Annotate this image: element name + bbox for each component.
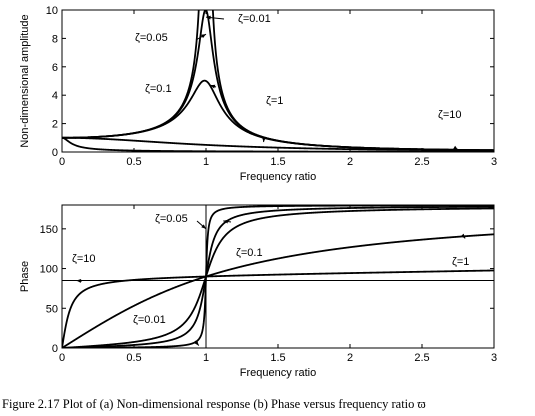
arrow-head	[76, 278, 82, 283]
y-tick-label: 50	[46, 303, 58, 315]
series-line-ζ=0.05	[62, 10, 494, 152]
arrow-head	[201, 34, 206, 39]
annotation-label: ζ=0.1	[236, 247, 263, 259]
series-line-ζ=10	[62, 136, 494, 152]
x-tick-label: 1.5	[270, 352, 285, 364]
x-tick-label: 3	[491, 156, 497, 168]
series-line-ζ=10	[62, 269, 494, 348]
phase-plot: 0 0.5 1 1.5 2 2.5 3 0 50 100 150 Frequency ratio Pha…	[19, 204, 497, 379]
x-tick-label: 1.5	[270, 156, 285, 168]
x-tick-label: 2	[347, 352, 353, 364]
x-tick-label: 3	[491, 352, 497, 364]
arrow-head	[206, 15, 211, 20]
series-line-ζ=1	[62, 233, 494, 348]
annotation-label: ζ=10	[438, 109, 462, 121]
annotation-label: ζ=0.05	[155, 213, 188, 225]
y-tick-label: 150	[40, 224, 58, 236]
y-axis-label: Non-dimensional amplitude	[19, 14, 31, 147]
arrow-head	[262, 137, 266, 143]
annotation-label: ζ=0.01	[238, 13, 271, 25]
x-axis-label: Frequency ratio	[240, 367, 316, 379]
x-tick-label: 0	[59, 156, 65, 168]
y-tick-label: 100	[40, 264, 58, 276]
x-tick-label: 1	[203, 352, 209, 364]
y-tick-label: 2	[52, 119, 58, 131]
x-tick-label: 0.5	[126, 352, 141, 364]
arrow-head	[210, 84, 216, 89]
annotation-label: ζ=0.05	[135, 32, 168, 44]
plot-frame	[61, 9, 495, 153]
x-tick-label: 1	[203, 156, 209, 168]
series-line-ζ=1	[62, 136, 494, 152]
x-tick-label: 2	[347, 156, 353, 168]
y-tick-label: 0	[52, 343, 58, 355]
y-tick-label: 8	[52, 33, 58, 45]
annotation-label: ζ=1	[266, 95, 283, 107]
arrow-head	[201, 224, 206, 229]
annotation-label: ζ=10	[72, 253, 96, 265]
figure-caption: Figure 2.17 Plot of (a) Non-dimensional …	[2, 397, 426, 411]
plot-frame	[61, 204, 495, 349]
series-line-ζ=0.01	[62, 205, 494, 348]
annotation-label: ζ=0.01	[133, 314, 166, 326]
x-tick-label: 2.5	[414, 352, 429, 364]
x-tick-label: 2.5	[414, 156, 429, 168]
arrow-head	[194, 340, 199, 346]
annotation-label: ζ=1	[452, 256, 469, 268]
y-tick-label: 0	[52, 147, 58, 159]
annotation-label: ζ=0.1	[145, 83, 172, 95]
arrow-head	[453, 145, 458, 150]
y-tick-label: 10	[46, 5, 58, 17]
x-tick-label: 0.5	[126, 156, 141, 168]
series-line-ζ=0.05	[62, 205, 494, 348]
series-line-ζ=0.01	[62, 10, 494, 152]
y-tick-label: 6	[52, 62, 58, 74]
arrow-head	[460, 233, 466, 239]
series-line-ζ=0.1	[62, 207, 494, 348]
y-axis-label: Phase	[19, 261, 31, 292]
arrow-head	[223, 219, 229, 224]
x-tick-label: 0	[59, 352, 65, 364]
x-axis-label: Frequency ratio	[240, 171, 316, 183]
y-tick-label: 4	[52, 90, 58, 102]
amplitude-plot: 0 0.5 1 1.5 2 2.5 3 0 2 4 6 8 10 Frequency ratio Non-d…	[19, 5, 497, 183]
